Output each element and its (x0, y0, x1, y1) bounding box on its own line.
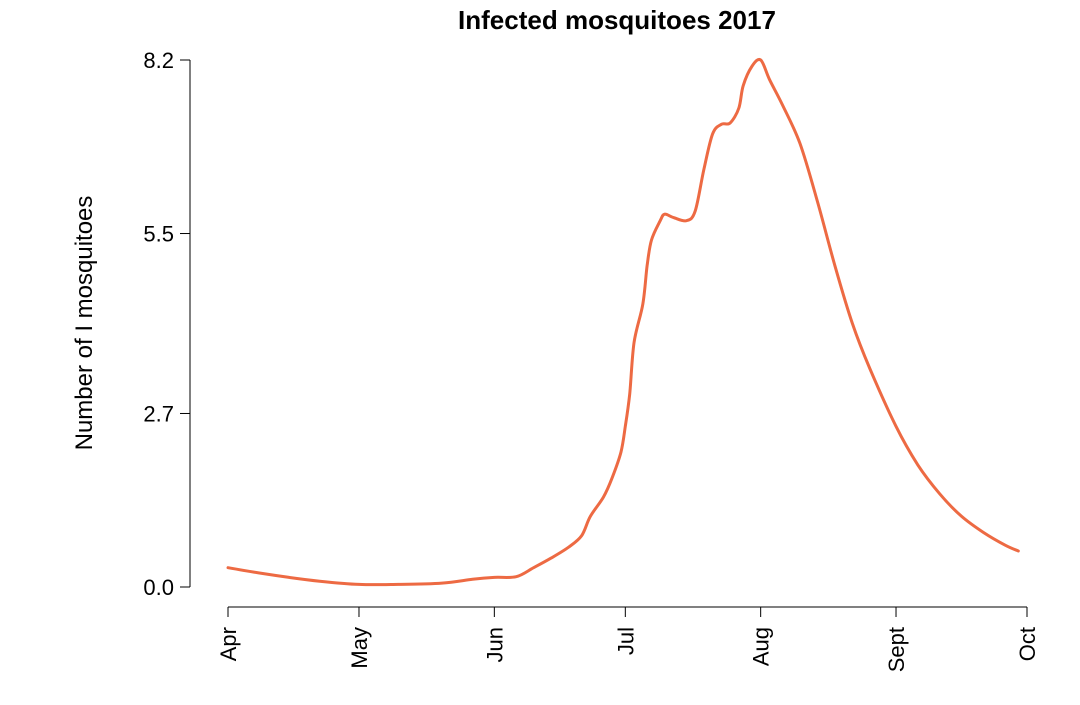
x-axis: Apr May Jun Jul Aug Sept Oct (216, 606, 1040, 672)
x-tick-label: May (347, 627, 372, 669)
chart-title: Infected mosquitoes 2017 (458, 5, 776, 35)
series-layer (226, 57, 1020, 587)
x-tick-label: Jul (613, 627, 638, 655)
series-line (226, 57, 1020, 587)
y-axis: 0.0 2.7 5.5 8.2 (143, 48, 191, 600)
x-tick-label: Aug (749, 627, 774, 666)
x-tick-label: Sept (884, 627, 909, 672)
x-tick-label: Apr (216, 627, 241, 661)
y-tick-label: 0.0 (143, 575, 174, 600)
x-tick-label: Jun (482, 627, 507, 662)
y-tick-label: 5.5 (143, 222, 174, 247)
y-axis-label: Number of I mosquitoes (71, 196, 98, 451)
x-tick-label: Oct (1015, 627, 1040, 661)
y-tick-label: 8.2 (143, 48, 174, 73)
y-tick-label: 2.7 (143, 401, 174, 426)
